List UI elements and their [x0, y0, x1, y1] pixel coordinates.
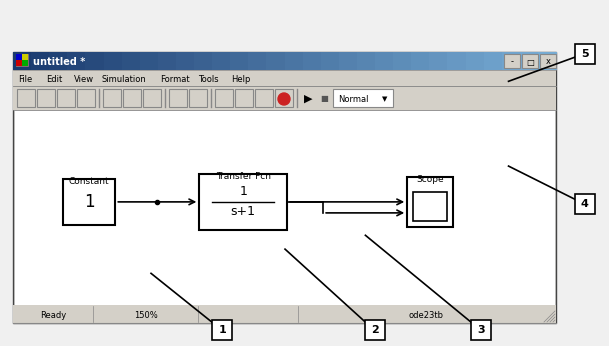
Bar — [199, 174, 287, 230]
Bar — [85, 52, 105, 70]
Text: 1: 1 — [84, 193, 94, 211]
Bar — [215, 89, 233, 107]
Bar — [540, 54, 556, 68]
Bar — [212, 52, 231, 70]
Text: Transfer Fcn: Transfer Fcn — [216, 172, 271, 181]
Bar — [31, 52, 50, 70]
Bar — [575, 44, 594, 64]
Text: ■: ■ — [320, 94, 328, 103]
Bar — [303, 52, 322, 70]
Text: Tools: Tools — [198, 74, 219, 83]
Text: s+1: s+1 — [231, 206, 256, 218]
Text: □: □ — [526, 57, 534, 66]
Text: untitled *: untitled * — [33, 57, 85, 67]
Bar — [375, 52, 394, 70]
Bar — [248, 52, 267, 70]
Text: Edit: Edit — [46, 74, 62, 83]
Bar — [122, 52, 141, 70]
Bar — [502, 52, 521, 70]
Bar — [139, 52, 159, 70]
Bar — [235, 89, 253, 107]
Bar — [213, 320, 232, 340]
Bar — [393, 52, 412, 70]
Bar — [284, 52, 304, 70]
Bar — [575, 194, 594, 214]
Bar — [413, 192, 447, 221]
Bar — [16, 54, 22, 60]
Text: Help: Help — [231, 74, 250, 83]
Bar — [13, 70, 556, 86]
Bar — [77, 89, 95, 107]
Bar — [471, 320, 491, 340]
Text: 4: 4 — [581, 199, 588, 209]
Text: Simulation: Simulation — [102, 74, 147, 83]
Bar — [14, 110, 555, 305]
Bar — [538, 52, 557, 70]
Text: Normal: Normal — [338, 94, 368, 103]
Bar — [22, 54, 28, 60]
Text: 5: 5 — [581, 49, 588, 58]
Bar — [16, 54, 28, 66]
Bar — [520, 52, 539, 70]
Text: 1: 1 — [239, 185, 247, 198]
Bar — [339, 52, 358, 70]
Bar — [266, 52, 286, 70]
Text: Format: Format — [160, 74, 189, 83]
Bar — [407, 177, 453, 227]
Bar — [504, 54, 520, 68]
Bar — [13, 305, 556, 323]
Bar — [13, 86, 556, 110]
Bar — [465, 52, 485, 70]
Bar — [49, 52, 68, 70]
Bar — [333, 89, 393, 107]
Bar — [104, 52, 122, 70]
Bar — [68, 52, 86, 70]
Text: ▼: ▼ — [382, 96, 388, 102]
Bar — [16, 60, 22, 66]
Bar — [365, 320, 384, 340]
Bar — [63, 179, 115, 225]
Bar — [57, 89, 75, 107]
Bar — [189, 89, 207, 107]
Bar — [158, 52, 177, 70]
Circle shape — [278, 93, 290, 105]
Bar — [123, 89, 141, 107]
Bar — [176, 52, 195, 70]
Text: 1: 1 — [219, 326, 226, 335]
Text: View: View — [74, 74, 94, 83]
Bar — [194, 52, 213, 70]
Text: Scope: Scope — [417, 175, 444, 184]
Bar — [230, 52, 249, 70]
Bar — [143, 89, 161, 107]
Text: Constant: Constant — [69, 177, 110, 186]
Text: -: - — [510, 57, 513, 66]
Text: 2: 2 — [371, 326, 378, 335]
Bar — [17, 89, 35, 107]
Bar — [484, 52, 502, 70]
Bar — [321, 52, 340, 70]
Bar — [255, 89, 273, 107]
Bar — [275, 89, 293, 107]
Bar — [13, 52, 556, 323]
Bar — [411, 52, 431, 70]
Bar — [22, 60, 28, 66]
Text: x: x — [546, 57, 551, 66]
Bar — [169, 89, 187, 107]
Text: 3: 3 — [477, 326, 485, 335]
Bar — [522, 54, 538, 68]
Bar — [37, 89, 55, 107]
Text: ode23tb: ode23tb — [409, 310, 443, 319]
Bar — [448, 52, 466, 70]
Text: File: File — [18, 74, 32, 83]
Bar — [357, 52, 376, 70]
Bar — [429, 52, 448, 70]
Text: ▶: ▶ — [304, 94, 312, 104]
Bar — [13, 52, 32, 70]
Bar — [103, 89, 121, 107]
Text: 150%: 150% — [133, 310, 157, 319]
Text: Ready: Ready — [40, 310, 66, 319]
